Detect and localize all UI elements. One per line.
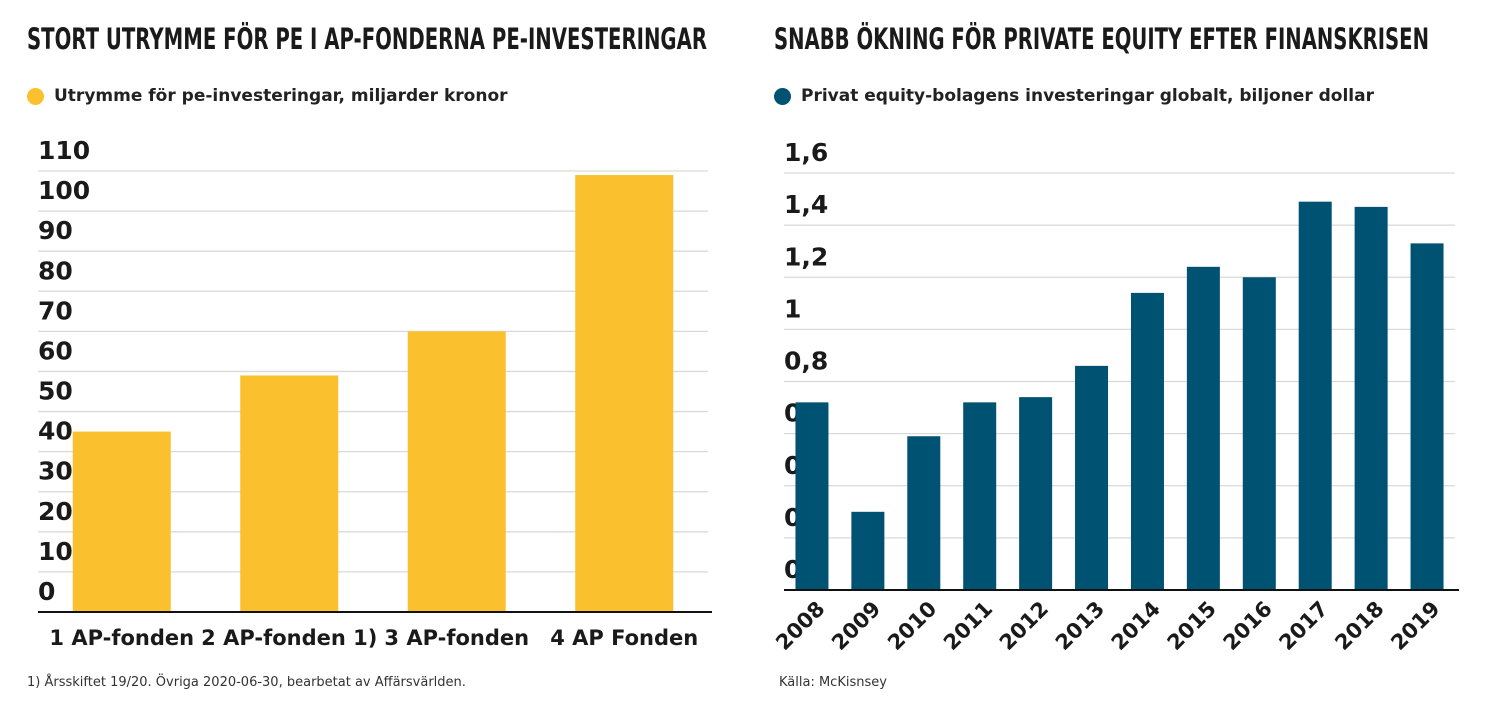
y-tick-label: 10 [38, 537, 73, 566]
y-tick-label: 20 [38, 497, 73, 526]
x-tick-label: 1 AP-fonden [49, 626, 194, 650]
bar [1242, 277, 1276, 590]
x-tick-label: 2009 [827, 597, 885, 655]
chart-footnote: Källa: McKisnsey [779, 675, 887, 690]
bar [1186, 266, 1220, 590]
x-tick-label: 2019 [1386, 597, 1444, 655]
x-tick-label: 2011 [939, 597, 997, 655]
chart-footnote: 1) Årsskiftet 19/20. Övriga 2020-06-30, … [27, 675, 466, 690]
chart-legend: Privat equity-bolagens investeringar glo… [774, 86, 1374, 106]
x-tick-label: 2 AP-fonden 1) [201, 626, 377, 650]
bar [1298, 201, 1332, 590]
y-tick-label: 80 [38, 256, 73, 285]
y-tick-label: 40 [38, 417, 73, 446]
left-chart-panel: STORT UTRYMME FÖR PE I AP-FONDERNA PE-IN… [0, 0, 750, 721]
x-tick-label: 3 AP-fonden [384, 626, 529, 650]
legend-label: Utrymme för pe-investeringar, miljarder … [54, 86, 508, 106]
x-tick-label: 2013 [1051, 597, 1109, 655]
bar [1354, 206, 1388, 590]
y-tick-label: 1,2 [784, 242, 828, 271]
x-tick-label: 2016 [1219, 597, 1277, 655]
bar [963, 402, 997, 590]
bar [851, 511, 885, 590]
x-tick-label: 2012 [995, 597, 1053, 655]
y-tick-label: 1,6 [784, 138, 828, 167]
right-chart-panel: SNABB ÖKNING FÖR PRIVATE EQUITY EFTER FI… [750, 0, 1503, 721]
y-tick-label: 0,8 [784, 347, 828, 376]
legend-swatch [27, 87, 44, 105]
y-tick-label: 0 [38, 577, 55, 606]
chart-title: STORT UTRYMME FÖR PE I AP-FONDERNA PE-IN… [27, 22, 707, 56]
bar [1410, 243, 1444, 590]
x-tick-label: 2017 [1274, 597, 1332, 655]
y-tick-label: 110 [38, 136, 90, 165]
bar [72, 431, 171, 612]
legend-label: Privat equity-bolagens investeringar glo… [801, 86, 1374, 106]
y-tick-label: 50 [38, 377, 73, 406]
y-tick-label: 90 [38, 216, 73, 245]
x-tick-label: 2014 [1107, 597, 1165, 655]
bar [1075, 365, 1109, 590]
legend-swatch [774, 87, 791, 105]
bar [907, 436, 941, 590]
x-tick-label: 2010 [883, 597, 941, 655]
bar [1019, 397, 1053, 590]
bar [575, 175, 674, 612]
bar [795, 402, 829, 590]
y-tick-label: 1,4 [784, 190, 828, 219]
x-tick-label: 2018 [1330, 597, 1388, 655]
x-tick-label: 4 AP Fonden [550, 626, 698, 650]
bar [407, 331, 506, 612]
bar [240, 375, 339, 612]
y-tick-label: 60 [38, 336, 73, 365]
bar-chart-svg: 0 10 20 30 40 50 60 70 80 90 100 110 1 AP-fonden 2 AP… [38, 136, 712, 650]
y-tick-label: 1 [784, 294, 801, 323]
chart-legend: Utrymme för pe-investeringar, miljarder … [27, 86, 508, 106]
y-tick-label: 100 [38, 176, 90, 205]
bar-chart-svg: 00,20,40,60,811,21,41,620082009201020112… [771, 138, 1459, 655]
y-tick-label: 70 [38, 296, 73, 325]
chart-title: SNABB ÖKNING FÖR PRIVATE EQUITY EFTER FI… [774, 22, 1429, 56]
x-tick-label: 2015 [1163, 597, 1221, 655]
bar [1130, 292, 1164, 590]
x-tick-label: 2008 [771, 597, 829, 655]
y-tick-label: 30 [38, 457, 73, 486]
